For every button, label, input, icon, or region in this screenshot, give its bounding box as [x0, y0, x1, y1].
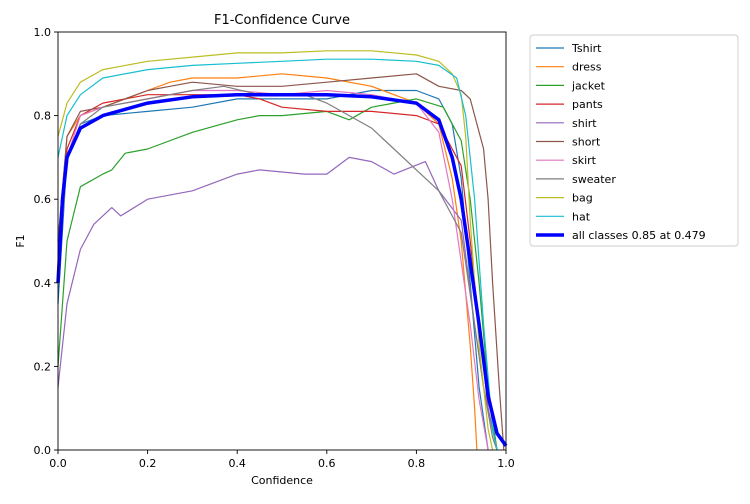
series-line-jacket	[57, 98, 498, 451]
y-tick-label: 1.0	[34, 26, 52, 39]
legend-label: skirt	[572, 154, 597, 167]
legend-label: jacket	[571, 79, 606, 92]
chart-title: F1-Confidence Curve	[214, 13, 350, 28]
series-line-hat	[57, 58, 498, 451]
legend-label: short	[572, 136, 601, 149]
ticks-layer: 0.0 0.2 0.4 0.6 0.8 1.0 0.0 0.2 0.4 0.6 0.8 1.0	[34, 26, 515, 470]
series-line-tshirt	[57, 89, 489, 451]
series-line-sweater	[57, 85, 498, 451]
legend-label: Tshirt	[571, 42, 602, 55]
legend-label: sweater	[572, 173, 616, 186]
legend-frame	[529, 34, 739, 247]
x-axis-label: Confidence	[251, 474, 313, 487]
legend-label: all classes 0.85 at 0.479	[572, 229, 706, 242]
legend-label: hat	[572, 210, 591, 223]
legend-label: dress	[572, 61, 602, 74]
y-tick-label: 0.8	[34, 110, 52, 123]
legend-label: shirt	[572, 117, 597, 130]
y-tick-label: 0.0	[34, 444, 52, 457]
x-tick-label: 1.0	[497, 457, 515, 470]
series-line-bag	[57, 50, 494, 451]
x-tick-label: 0.4	[228, 457, 246, 470]
series-line-skirt	[57, 89, 489, 451]
x-tick-label: 0.2	[139, 457, 157, 470]
y-axis-label: F1	[14, 234, 27, 247]
series-line-shirt	[57, 156, 498, 451]
x-tick-label: 0.6	[318, 457, 336, 470]
legend-label: pants	[572, 98, 603, 111]
series-line-short	[57, 73, 505, 451]
series-layer	[56, 50, 508, 451]
x-tick-label: 0.0	[49, 457, 67, 470]
y-tick-label: 0.6	[34, 193, 52, 206]
plot-frame	[57, 31, 507, 451]
x-tick-label: 0.8	[408, 457, 426, 470]
y-tick-label: 0.2	[34, 360, 52, 373]
series-line-all	[56, 92, 508, 447]
y-tick-label: 0.4	[34, 277, 52, 290]
legend: Tshirt dress jacket pants shirt short skirt swe…	[529, 34, 739, 247]
legend-label: bag	[572, 192, 593, 205]
series-line-pants	[57, 94, 498, 451]
series-line-dress	[57, 73, 478, 451]
